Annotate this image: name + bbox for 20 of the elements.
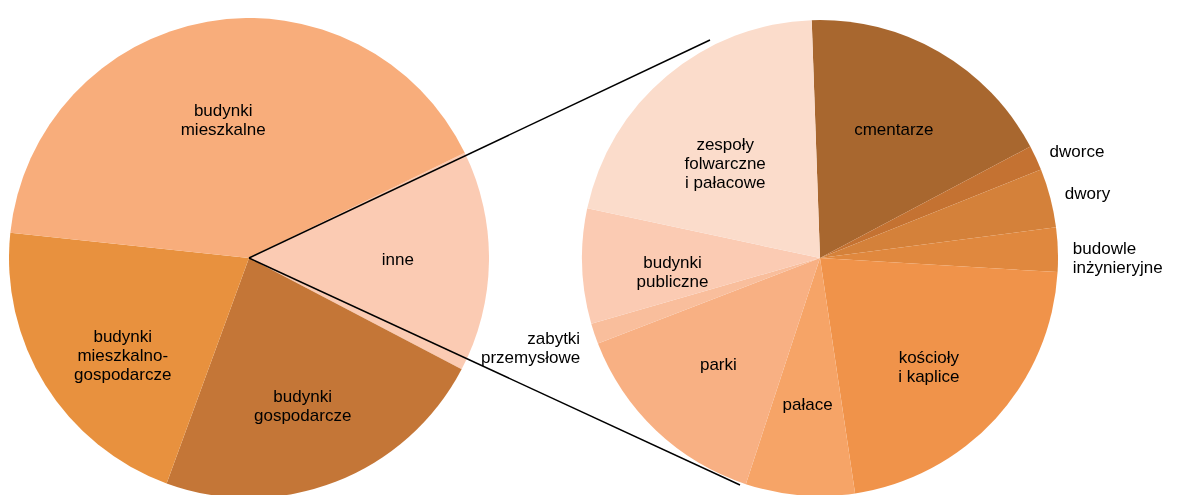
slice-label: pałace bbox=[782, 395, 833, 415]
slice-label: inne bbox=[381, 250, 414, 270]
slice-label: zespoły folwarczne i pałacowe bbox=[684, 134, 766, 192]
pie-slice bbox=[820, 146, 1041, 258]
slice-label: zabytki przemysłowe bbox=[480, 328, 581, 367]
slice-label: parki bbox=[699, 354, 737, 374]
slice-label: budynki publiczne bbox=[636, 253, 709, 292]
slice-label: budynki mieszkalne bbox=[180, 101, 266, 140]
slice-label: budynki gospodarcze bbox=[253, 386, 352, 425]
slice-label: dwory bbox=[1064, 184, 1111, 204]
pie-slice bbox=[811, 20, 1031, 258]
slice-label: budynki mieszkalno- gospodarcze bbox=[74, 326, 172, 384]
slice-label: budowle inżynieryjne bbox=[1072, 239, 1163, 278]
pie-slice bbox=[745, 258, 856, 495]
pie-slice bbox=[591, 258, 820, 344]
slice-label: cmentarze bbox=[854, 120, 934, 140]
pie-slice bbox=[582, 208, 820, 324]
slice-label: kościoły i kaplice bbox=[898, 347, 960, 386]
pie-slice bbox=[587, 20, 820, 258]
slice-label: dworce bbox=[1049, 141, 1105, 161]
